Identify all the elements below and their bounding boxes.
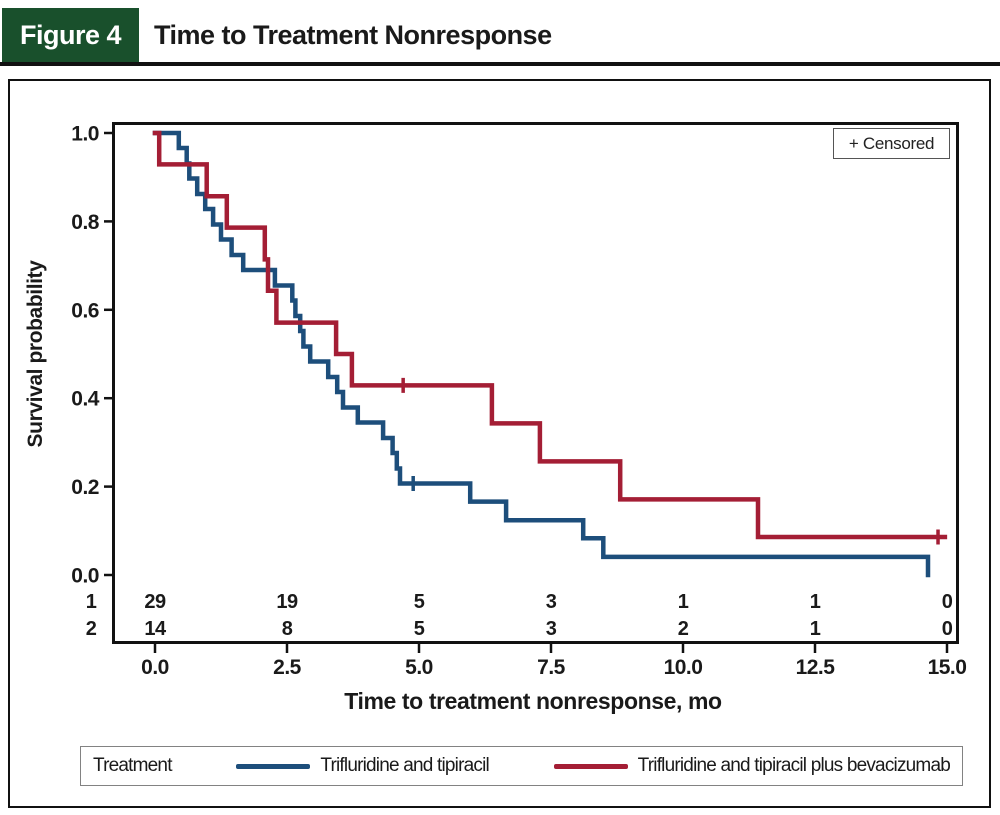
figure-frame (8, 79, 991, 808)
risk-count: 5 (414, 618, 425, 640)
x-tick-label: 2.5 (273, 656, 302, 679)
censor-plus-blue (407, 476, 420, 492)
risk-count: 8 (282, 618, 293, 640)
risk-count: 2 (678, 618, 689, 640)
legend-title: Treatment (93, 755, 172, 776)
legend-item-label: Trifluridine and tipiracil (320, 755, 489, 776)
risk-count: 5 (414, 591, 425, 613)
x-tick-label: 7.5 (537, 656, 566, 679)
risk-count: 0 (942, 618, 953, 640)
x-tick-label: 15.0 (928, 656, 967, 679)
censored-key-box: + Censored (833, 128, 950, 159)
survival-curves (152, 130, 948, 578)
y-tick-label: 0.6 (71, 299, 99, 322)
risk-count: 19 (276, 591, 298, 613)
y-tick-label: 0.8 (71, 211, 100, 234)
censor-marks (397, 377, 945, 545)
x-axis-ticks: 0.0 2.5 5.0 7.5 10.0 12.5 15.0 (141, 644, 967, 679)
y-tick-label: 1.0 (71, 123, 99, 146)
figure-badge: Figure 4 (2, 8, 139, 62)
risk-count: 0 (942, 591, 953, 613)
blue-line-swatch (236, 763, 311, 769)
plot-border (112, 122, 959, 644)
x-tick-label: 10.0 (664, 656, 703, 679)
y-axis-title: Survival probability (24, 260, 47, 448)
x-tick-label: 5.0 (405, 656, 433, 679)
legend-item-label: Trifluridine and tipiracil plus bevacizu… (637, 755, 951, 776)
x-tick-label: 0.0 (141, 656, 169, 679)
red-line-swatch (553, 763, 628, 769)
legend-item-tipiracil: Trifluridine and tipiracil (236, 755, 490, 777)
km-curve-blue (152, 130, 931, 578)
risk-count: 3 (546, 618, 557, 640)
risk-count: 1 (810, 591, 821, 613)
censor-plus-red (397, 377, 410, 393)
risk-count: 3 (546, 591, 557, 613)
legend-item-bevacizumab: Trifluridine and tipiracil plus bevacizu… (553, 755, 951, 777)
y-tick-label: 0.0 (71, 565, 99, 588)
y-tick-label: 0.2 (71, 476, 99, 499)
risk-count: 29 (144, 591, 166, 613)
risk-row-label: 2 (86, 618, 97, 640)
y-axis-ticks: 1.0 0.8 0.6 0.4 0.2 0.0 (71, 123, 113, 588)
risk-count: 1 (678, 591, 689, 613)
header-rule (0, 62, 1000, 66)
y-tick-label: 0.4 (71, 388, 100, 411)
at-risk-table: 1 29 19 5 3 1 1 0 2 14 8 5 3 2 1 0 (86, 591, 954, 640)
risk-row-label: 1 (86, 591, 97, 613)
treatment-legend: Treatment Trifluridine and tipiracil Tri… (80, 746, 963, 786)
figure-title: Time to Treatment Nonresponse (154, 19, 552, 50)
censor-plus-red (932, 529, 945, 545)
censored-key-label: + Censored (848, 133, 935, 153)
risk-count: 14 (144, 618, 167, 640)
x-axis-title: Time to treatment nonresponse, mo (344, 688, 722, 714)
risk-count: 1 (810, 618, 821, 640)
km-curve-red (152, 130, 948, 540)
x-tick-label: 12.5 (796, 656, 836, 679)
